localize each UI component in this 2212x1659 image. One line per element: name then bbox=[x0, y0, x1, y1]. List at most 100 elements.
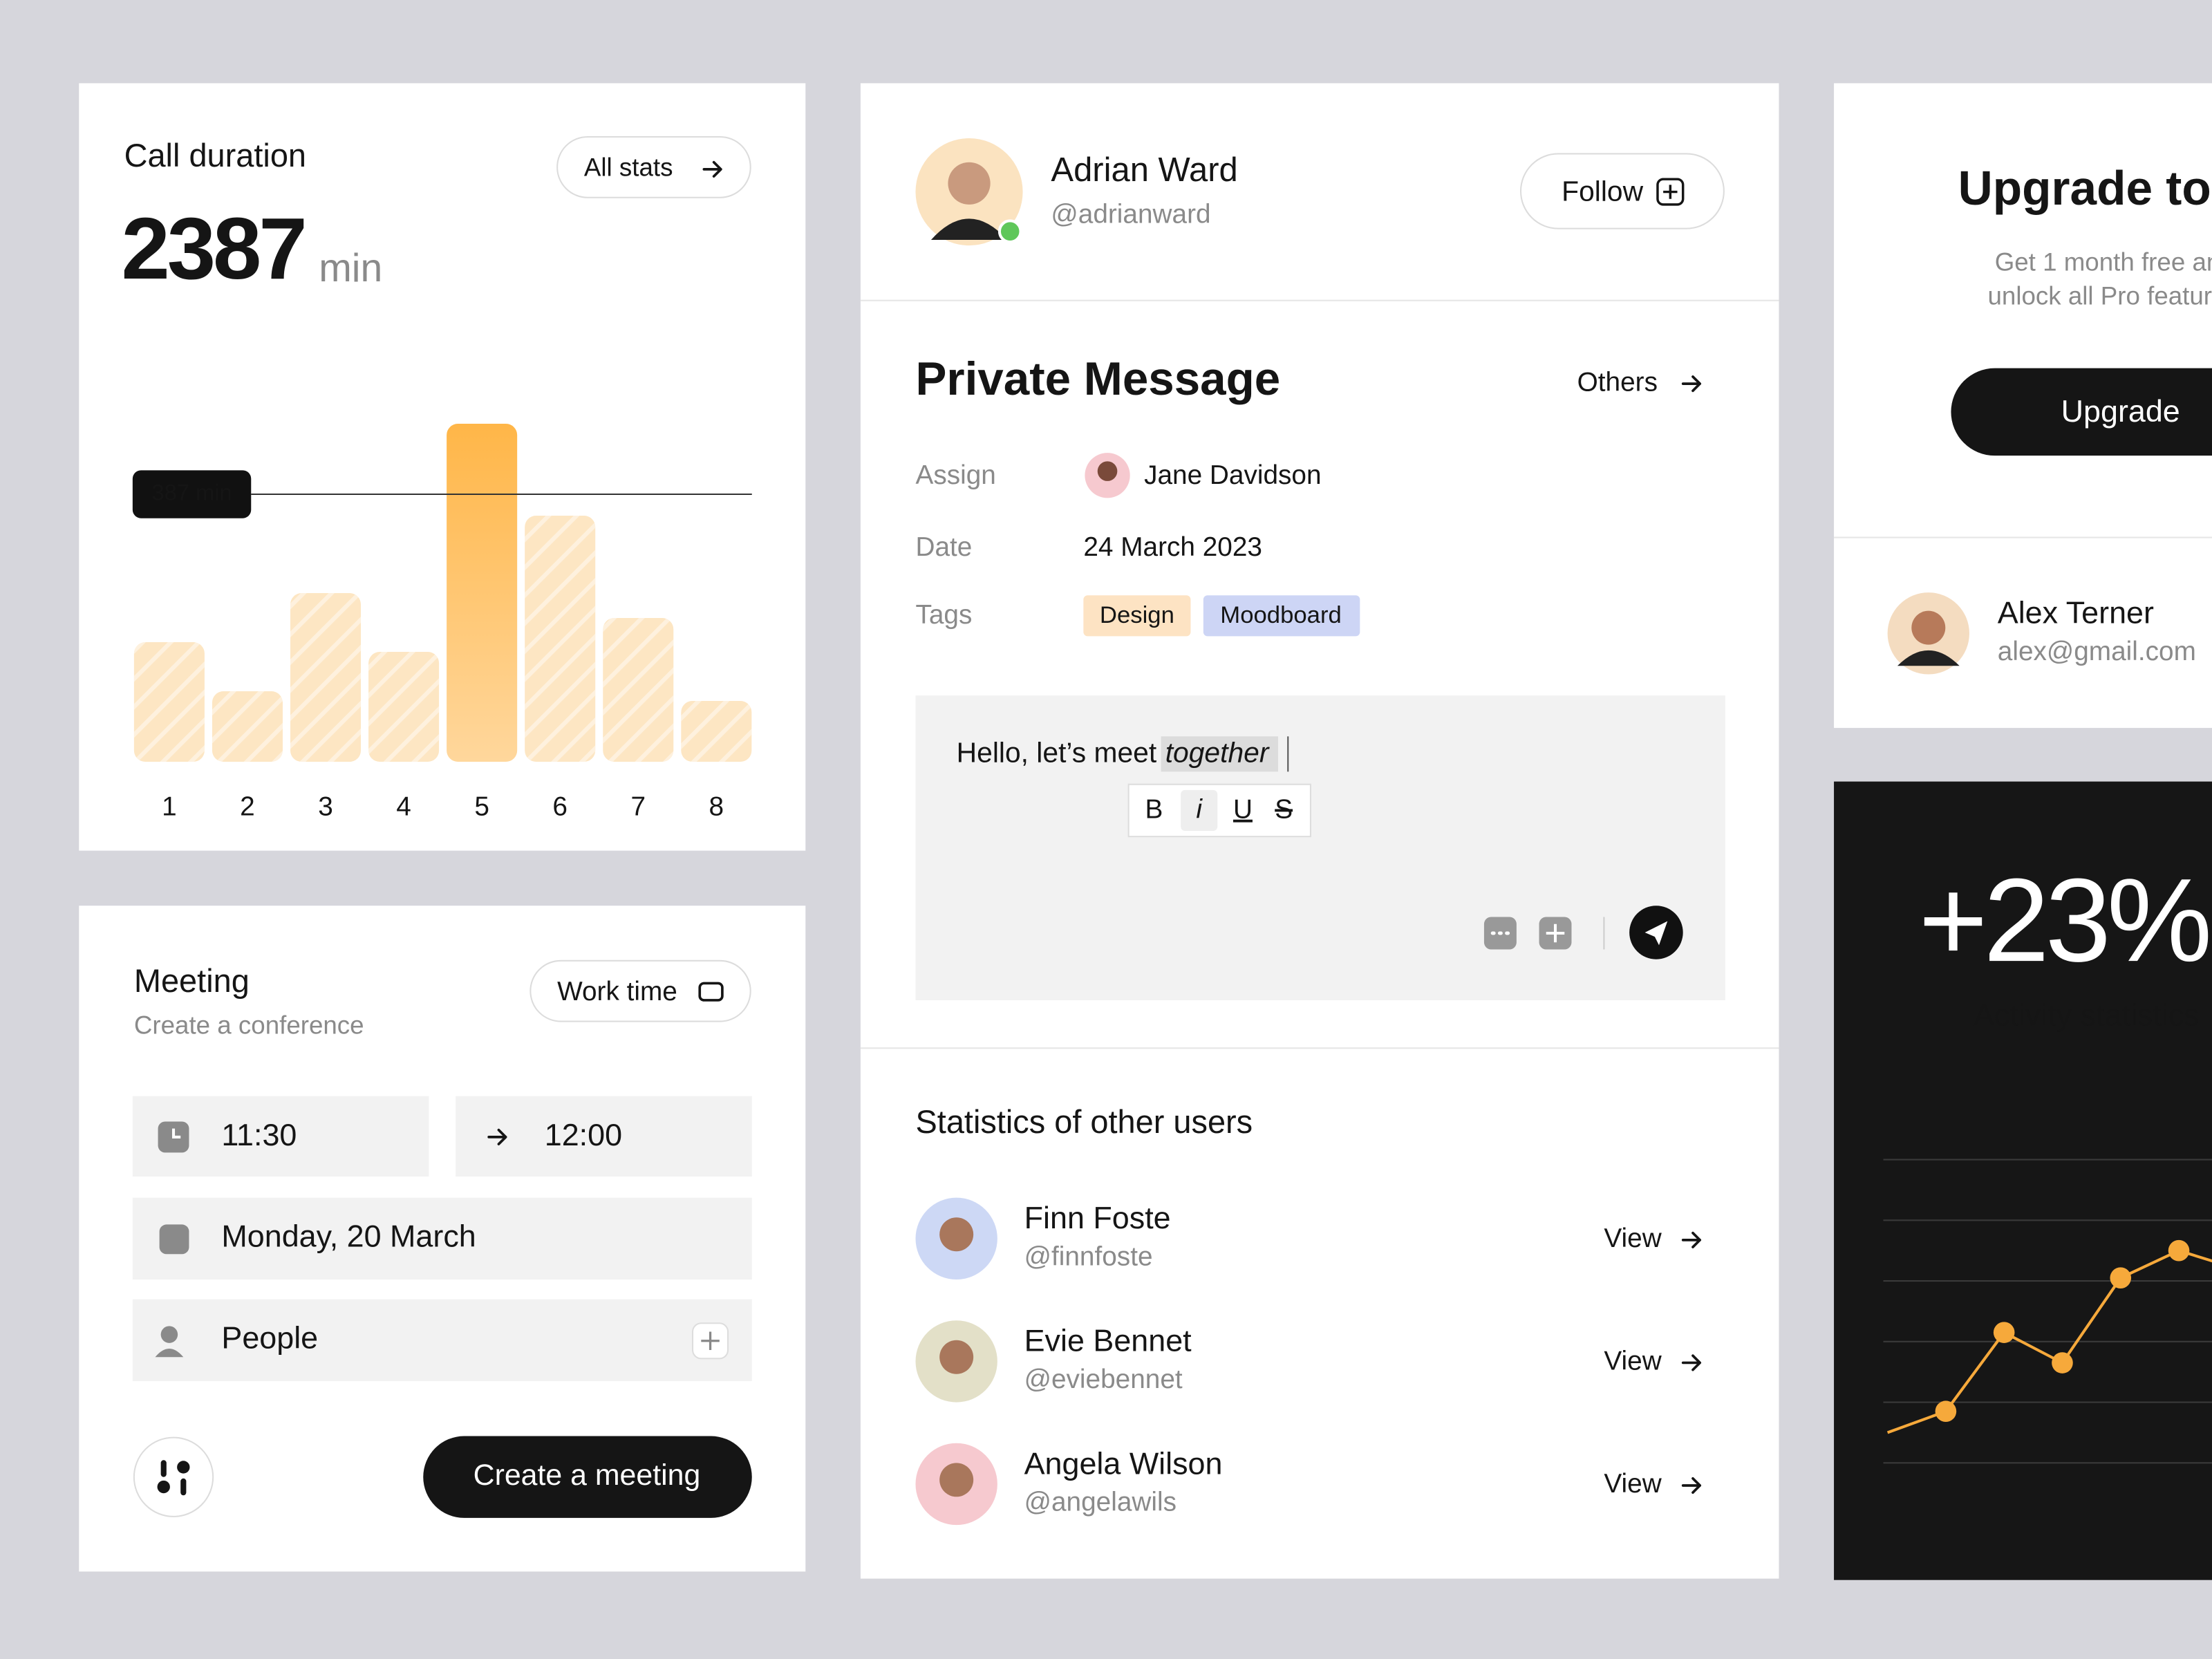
total: 2387 bbox=[122, 199, 305, 297]
avatar-face bbox=[948, 162, 991, 205]
card bbox=[1834, 781, 2212, 1580]
online-dot bbox=[997, 219, 1022, 244]
message-text: Hello, let’s meet bbox=[957, 737, 1157, 769]
tag[interactable] bbox=[1203, 595, 1360, 637]
x-tick-label: 7 bbox=[630, 792, 646, 822]
work-time-button[interactable] bbox=[529, 959, 751, 1022]
date-field[interactable] bbox=[132, 1197, 752, 1280]
button-label: Upgrade bbox=[2061, 393, 2180, 429]
message-card: Adrian Ward @adrianward Follow Private M… bbox=[860, 83, 1779, 1579]
user-handle: @finnfoste bbox=[1024, 1242, 1153, 1272]
user-avatar-face bbox=[939, 1217, 974, 1252]
user-handle: @angelawils bbox=[1024, 1488, 1177, 1517]
bar-stripes bbox=[681, 701, 752, 762]
view-link[interactable]: View bbox=[1604, 1469, 1662, 1499]
upgrade-card: Upgrade to Pro Get 1 month free and unlo… bbox=[1834, 83, 2212, 729]
upgrade-text: unlock all Pro features bbox=[1988, 281, 2212, 310]
upgrade-text: Get 1 month free and bbox=[1995, 247, 2212, 276]
start-time: 11:30 bbox=[221, 1117, 297, 1152]
unit: min bbox=[319, 246, 382, 290]
bar-stripes bbox=[603, 618, 674, 762]
plus-icon bbox=[1663, 185, 1678, 199]
plus-icon bbox=[1656, 178, 1685, 206]
upgrade-title: Upgrade to Pro bbox=[1958, 161, 2212, 215]
field-label: Date bbox=[915, 532, 972, 562]
settings-button[interactable] bbox=[133, 1436, 214, 1517]
view-link[interactable]: View bbox=[1604, 1347, 1662, 1376]
others-link[interactable]: Others bbox=[1577, 367, 1658, 397]
meeting-card: Meeting Create a conference Work time 11… bbox=[79, 906, 806, 1572]
italic-button[interactable]: i bbox=[1196, 795, 1203, 825]
point bbox=[2110, 1267, 2132, 1288]
upgrade-button[interactable] bbox=[1951, 368, 2212, 456]
format-toolbar bbox=[1127, 783, 1311, 838]
x-tick-label: 8 bbox=[709, 792, 724, 822]
contact-name: Alex Terner bbox=[1998, 595, 2154, 630]
underline-button[interactable]: U bbox=[1233, 795, 1253, 825]
sliders-icon bbox=[160, 1460, 187, 1496]
all-stats-button[interactable] bbox=[556, 135, 751, 198]
briefcase-icon bbox=[698, 982, 724, 1002]
point bbox=[1935, 1400, 1957, 1423]
end-time: 12:00 bbox=[545, 1117, 622, 1152]
send-icon bbox=[1644, 921, 1668, 946]
follow-button[interactable] bbox=[1519, 153, 1725, 229]
button-label: Create a meeting bbox=[474, 1459, 701, 1492]
reference-tooltip bbox=[132, 470, 252, 518]
activity-value: +23% bbox=[1919, 854, 2209, 986]
point bbox=[2168, 1239, 2190, 1262]
x-tick-label: 4 bbox=[396, 792, 411, 822]
activity-label: Activity statistics bbox=[1974, 997, 2200, 1032]
people-field[interactable] bbox=[132, 1299, 752, 1381]
card-title: Meeting bbox=[134, 963, 250, 999]
plus-icon bbox=[701, 1331, 720, 1351]
people-icon bbox=[155, 1349, 184, 1358]
x-tick-label: 3 bbox=[318, 792, 333, 822]
reference-label: 387 min bbox=[151, 480, 232, 505]
bar bbox=[447, 424, 518, 762]
tag[interactable] bbox=[1083, 595, 1191, 637]
x-tick-label: 1 bbox=[162, 792, 177, 822]
x-tick-label: 2 bbox=[240, 792, 255, 822]
user-name: Evie Bennet bbox=[1024, 1323, 1192, 1358]
user-handle: @eviebennet bbox=[1024, 1365, 1183, 1394]
selection bbox=[1161, 736, 1278, 772]
clock-hands bbox=[171, 1128, 181, 1138]
bold-button[interactable]: B bbox=[1145, 795, 1163, 825]
date: Monday, 20 March bbox=[221, 1219, 476, 1254]
contact-email: alex@gmail.com bbox=[1998, 637, 2196, 666]
point bbox=[2052, 1352, 2073, 1374]
create-meeting-button[interactable] bbox=[423, 1436, 752, 1518]
plus-icon bbox=[1546, 924, 1565, 943]
card-subtitle: Create a conference bbox=[134, 1011, 364, 1039]
active-format bbox=[1181, 789, 1218, 832]
field-label: Tags bbox=[915, 600, 972, 630]
tag-label: Moodboard bbox=[1220, 602, 1342, 628]
tag-label: Design bbox=[1100, 602, 1174, 628]
section-title: Statistics of other users bbox=[915, 1104, 1253, 1140]
avatar-body bbox=[1897, 650, 1960, 666]
bar-stripes bbox=[525, 516, 596, 762]
sliders-icon bbox=[177, 1461, 190, 1474]
date: 24 March 2023 bbox=[1083, 532, 1262, 562]
button-label: All stats bbox=[584, 153, 673, 182]
card-title: Call duration bbox=[124, 138, 306, 174]
profile-handle: @adrianward bbox=[1051, 199, 1210, 229]
point bbox=[1993, 1322, 2015, 1343]
view-link[interactable]: View bbox=[1604, 1224, 1662, 1253]
bar-stripes bbox=[290, 593, 362, 762]
user-avatar-face bbox=[939, 1340, 974, 1374]
strike-button[interactable]: S bbox=[1275, 795, 1293, 825]
user-name: Finn Foste bbox=[1024, 1200, 1171, 1235]
people: People bbox=[221, 1320, 318, 1356]
bar-stripes bbox=[212, 691, 283, 762]
people-icon bbox=[160, 1326, 178, 1343]
message-box[interactable] bbox=[915, 695, 1725, 1000]
call-card: Call duration All stats 2387 min 1 2 3 4 5 6 7… bbox=[79, 83, 806, 851]
button-label: Follow bbox=[1562, 175, 1643, 207]
bar-stripes bbox=[133, 642, 205, 762]
user-avatar-face bbox=[939, 1463, 974, 1497]
selected-text: together bbox=[1165, 737, 1270, 769]
